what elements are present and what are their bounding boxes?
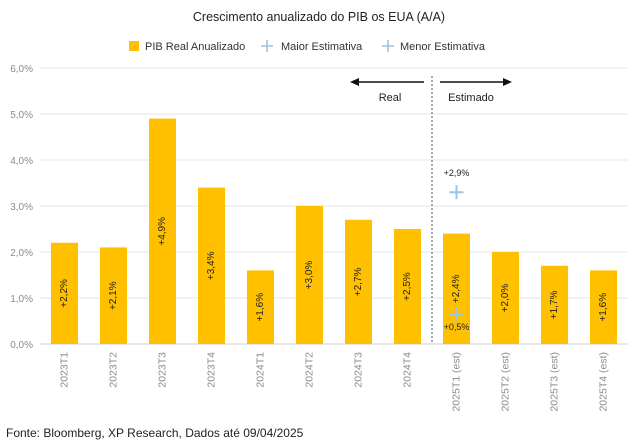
chart-title: Crescimento anualizado do PIB os EUA (A/… [193,10,445,24]
x-tick-label: 2024T1 [255,352,267,388]
bar-value-label: +2,0% [500,284,511,313]
bar-value-label: +3,4% [206,251,217,280]
y-tick-label: 4,0% [10,156,33,167]
x-tick-label: 2023T1 [59,352,71,388]
bar [247,270,274,344]
gdp-chart: Crescimento anualizado do PIB os EUA (A/… [10,10,628,412]
bar [100,247,127,344]
bar [149,118,176,344]
legend-marker-high [261,40,273,52]
bar [541,265,568,344]
legend-label-bar: PIB Real Anualizado [145,41,245,53]
x-tick-label: 2024T4 [402,352,414,388]
x-tick-label: 2023T2 [108,352,120,388]
y-tick-label: 3,0% [10,202,33,213]
x-tick-label: 2025T4 (est) [598,352,610,412]
y-tick-label: 2,0% [10,248,33,259]
bar-value-label: +4,9% [157,217,168,246]
y-tick-label: 0,0% [10,340,33,351]
legend-swatch-bar [129,41,139,51]
estimate-arrow-head [503,78,512,86]
x-tick-label: 2025T2 (est) [500,352,512,412]
bar-value-label: +3,0% [304,261,315,290]
bar-value-label: +1,7% [549,290,560,319]
high-estimate-label: +2,9% [444,168,470,178]
y-tick-label: 1,0% [10,294,33,305]
x-tick-label: 2025T3 (est) [549,352,561,412]
bar [51,242,78,344]
y-tick-label: 5,0% [10,110,33,121]
legend-label-low: Menor Estimativa [400,41,486,53]
x-tick-label: 2023T3 [157,352,169,388]
bar [296,206,323,344]
bar [394,229,421,344]
bar [345,219,372,344]
real-arrow-head [350,78,359,86]
bar-value-label: +1,6% [255,293,266,322]
x-tick-label: 2024T2 [304,352,316,388]
x-tick-label: 2023T4 [206,352,218,388]
bar-value-label: +2,7% [353,267,364,296]
bar [590,270,617,344]
legend-label-high: Maior Estimativa [281,41,363,53]
x-tick-label: 2025T1 (est) [451,352,463,412]
low-estimate-marker [449,307,464,322]
source-note: Fonte: Bloomberg, XP Research, Dados até… [6,426,304,440]
bar-value-label: +2,5% [402,272,413,301]
bar-value-label: +2,1% [108,281,119,310]
bar [198,187,225,344]
bar-value-label: +2,4% [451,274,462,303]
annotation-real: Real [379,92,402,104]
bar [492,252,519,344]
legend-marker-low [382,40,394,52]
low-estimate-label: +0,5% [444,322,470,332]
x-tick-label: 2024T3 [353,352,365,388]
annotation-estimated: Estimado [448,92,494,104]
bar-value-label: +2,2% [59,279,70,308]
bar [443,233,470,344]
bar-value-label: +1,6% [598,293,609,322]
high-estimate-marker [449,185,464,200]
y-tick-label: 6,0% [10,64,33,75]
